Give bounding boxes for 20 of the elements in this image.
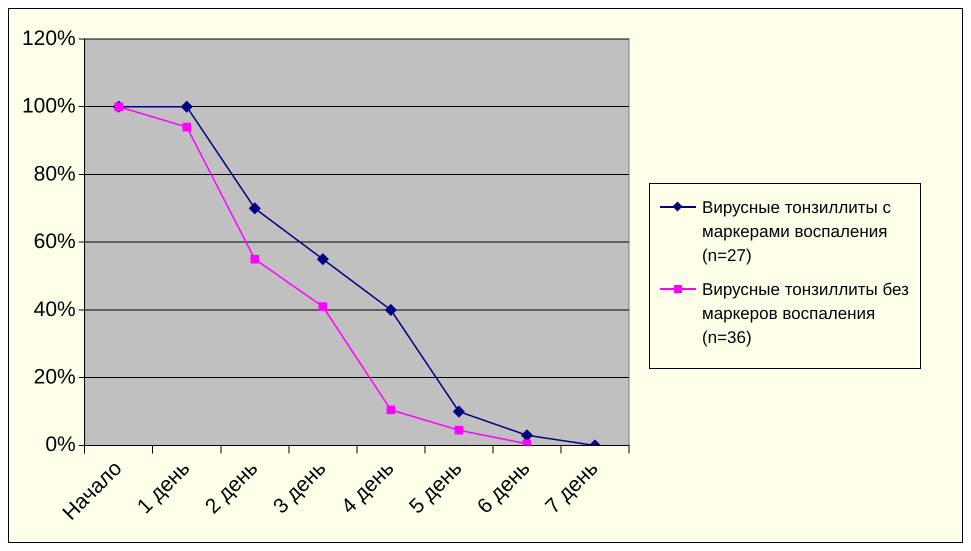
point bbox=[317, 253, 329, 265]
y-tick-label: 20% bbox=[34, 365, 76, 388]
y-tick-label: 80% bbox=[34, 162, 76, 186]
point bbox=[453, 406, 465, 418]
point bbox=[522, 439, 532, 446]
point bbox=[386, 406, 396, 414]
y-tick-label: 60% bbox=[34, 230, 76, 254]
point bbox=[385, 304, 397, 316]
point bbox=[318, 302, 328, 311]
y-tick-label: 120% bbox=[22, 26, 76, 50]
point bbox=[250, 254, 260, 264]
legend-label: Вирусные тонзиллиты без маркеров воспаления (n=36) bbox=[702, 278, 910, 348]
y-tick-label: 0% bbox=[45, 433, 76, 456]
y-tick-label: 40% bbox=[34, 298, 76, 321]
point bbox=[181, 100, 193, 112]
point bbox=[454, 426, 464, 434]
legend-label: Вирусные тонзиллиты с маркерами воспаления (n=27) bbox=[702, 196, 892, 266]
y-tick-label: 100% bbox=[22, 94, 76, 118]
point bbox=[182, 122, 192, 132]
point bbox=[249, 202, 261, 214]
